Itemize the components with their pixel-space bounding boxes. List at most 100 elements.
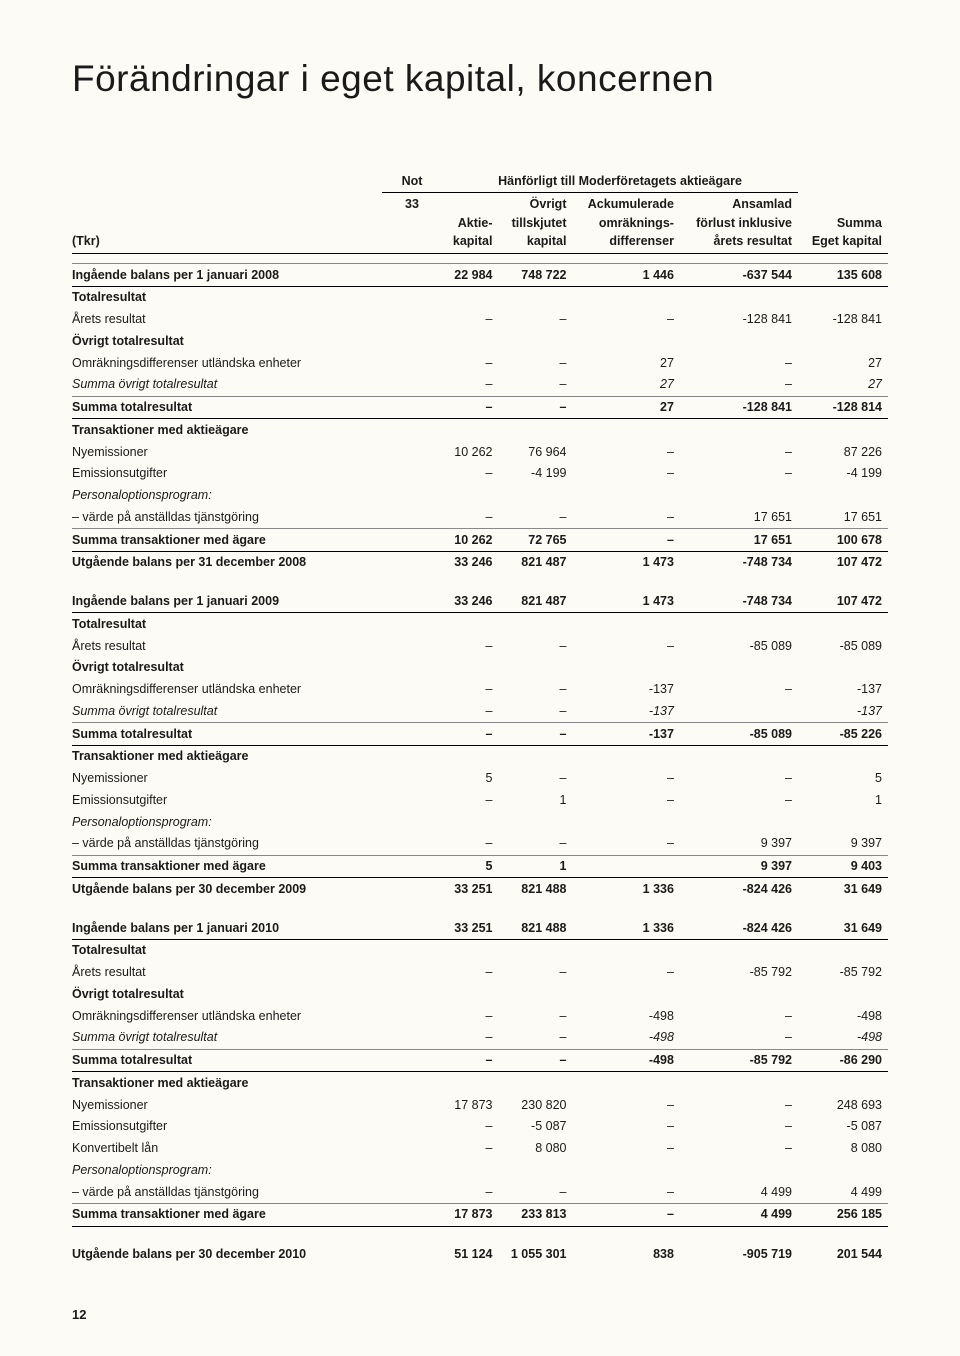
cell: – (680, 679, 798, 701)
row-label: Omräkningsdifferenser utländska enheter (72, 352, 382, 374)
row-label: Summa transaktioner med ägare (72, 529, 382, 552)
cell: – (572, 529, 679, 552)
cell (498, 657, 572, 679)
table-row: Ingående balans per 1 januari 200933 246… (72, 591, 888, 613)
cell: – (498, 768, 572, 790)
cell (442, 330, 498, 352)
table-head: Not Hänförligt till Moderföretagets akti… (72, 170, 888, 264)
row-label: Emissionsutgifter (72, 789, 382, 811)
cell: 27 (572, 352, 679, 374)
cell: – (572, 506, 679, 528)
row-label: Utgående balans per 30 december 2010 (72, 1244, 382, 1266)
cell: 821 488 (498, 917, 572, 939)
cell: -137 (572, 679, 679, 701)
cell (498, 286, 572, 308)
cell: – (572, 1181, 679, 1203)
cell: 5 (442, 768, 498, 790)
table-row: Totalresultat (72, 286, 888, 308)
cell (498, 330, 572, 352)
cell: -137 (798, 679, 888, 701)
row-note (382, 917, 442, 939)
cell (572, 419, 679, 441)
row-note (382, 745, 442, 767)
cell (680, 1072, 798, 1094)
cell: – (680, 1116, 798, 1138)
cell: -128 841 (680, 396, 798, 419)
col-tkr: (Tkr) (72, 193, 382, 254)
cell: – (680, 1027, 798, 1049)
table-row: Transaktioner med aktieägare (72, 419, 888, 441)
cell: – (498, 1027, 572, 1049)
row-label: Övrigt totalresultat (72, 330, 382, 352)
row-label: Emissionsutgifter (72, 1116, 382, 1138)
table-row (72, 574, 888, 591)
cell: – (442, 506, 498, 528)
table-row: Ingående balans per 1 januari 201033 251… (72, 917, 888, 939)
table-row: Övrigt totalresultat (72, 983, 888, 1005)
row-note (382, 330, 442, 352)
cell: – (680, 1094, 798, 1116)
cell: – (572, 1138, 679, 1160)
cell: – (498, 723, 572, 746)
cell: – (442, 396, 498, 419)
table-row: Personaloptionsprogram: (72, 485, 888, 507)
cell: – (572, 789, 679, 811)
cell: – (498, 352, 572, 374)
col-1: Aktie-kapital (442, 193, 498, 254)
table-row: Nyemissioner5–––5 (72, 768, 888, 790)
cell: -637 544 (680, 264, 798, 287)
row-note (382, 374, 442, 396)
row-note (382, 1244, 442, 1266)
cell: – (442, 1027, 498, 1049)
cell (498, 419, 572, 441)
cell: -137 (572, 700, 679, 722)
cell: – (498, 506, 572, 528)
row-label: Övrigt totalresultat (72, 983, 382, 1005)
table-row: Personaloptionsprogram: (72, 811, 888, 833)
row-label: – värde på anställdas tjänstgöring (72, 833, 382, 855)
cell: 17 873 (442, 1094, 498, 1116)
cell: – (442, 789, 498, 811)
cell: 51 124 (442, 1244, 498, 1266)
cell (680, 613, 798, 635)
table-row (72, 900, 888, 917)
table-row: Summa transaktioner med ägare10 26272 76… (72, 529, 888, 552)
cell: -4 199 (798, 463, 888, 485)
row-label: Emissionsutgifter (72, 463, 382, 485)
cell (572, 939, 679, 961)
cell: 22 984 (442, 264, 498, 287)
cell: – (680, 352, 798, 374)
cell: 31 649 (798, 878, 888, 900)
row-label: Personaloptionsprogram: (72, 811, 382, 833)
cell: – (498, 833, 572, 855)
row-label: Summa transaktioner med ägare (72, 855, 382, 878)
row-label: Summa övrigt totalresultat (72, 1027, 382, 1049)
cell: – (572, 463, 679, 485)
cell: 1 473 (572, 591, 679, 613)
cell: 5 (442, 855, 498, 878)
row-note (382, 485, 442, 507)
cell: – (442, 833, 498, 855)
cell (798, 330, 888, 352)
cell (442, 811, 498, 833)
row-label: Utgående balans per 30 december 2009 (72, 878, 382, 900)
table-row: – värde på anställdas tjänstgöring–––17 … (72, 506, 888, 528)
cell (572, 1072, 679, 1094)
page-number: 12 (72, 1307, 86, 1322)
row-label: Totalresultat (72, 613, 382, 635)
row-note (382, 983, 442, 1005)
cell (798, 745, 888, 767)
table-row: Utgående balans per 31 december 200833 2… (72, 551, 888, 573)
cell (442, 286, 498, 308)
row-note (382, 635, 442, 657)
row-label: Utgående balans per 31 december 2008 (72, 551, 382, 573)
row-note (382, 1094, 442, 1116)
cell: -5 087 (798, 1116, 888, 1138)
cell (798, 1072, 888, 1094)
cell (442, 745, 498, 767)
row-label: Transaktioner med aktieägare (72, 419, 382, 441)
cell: 107 472 (798, 591, 888, 613)
cell: – (572, 635, 679, 657)
table-row: Omräkningsdifferenser utländska enheter–… (72, 679, 888, 701)
cell: 10 262 (442, 441, 498, 463)
